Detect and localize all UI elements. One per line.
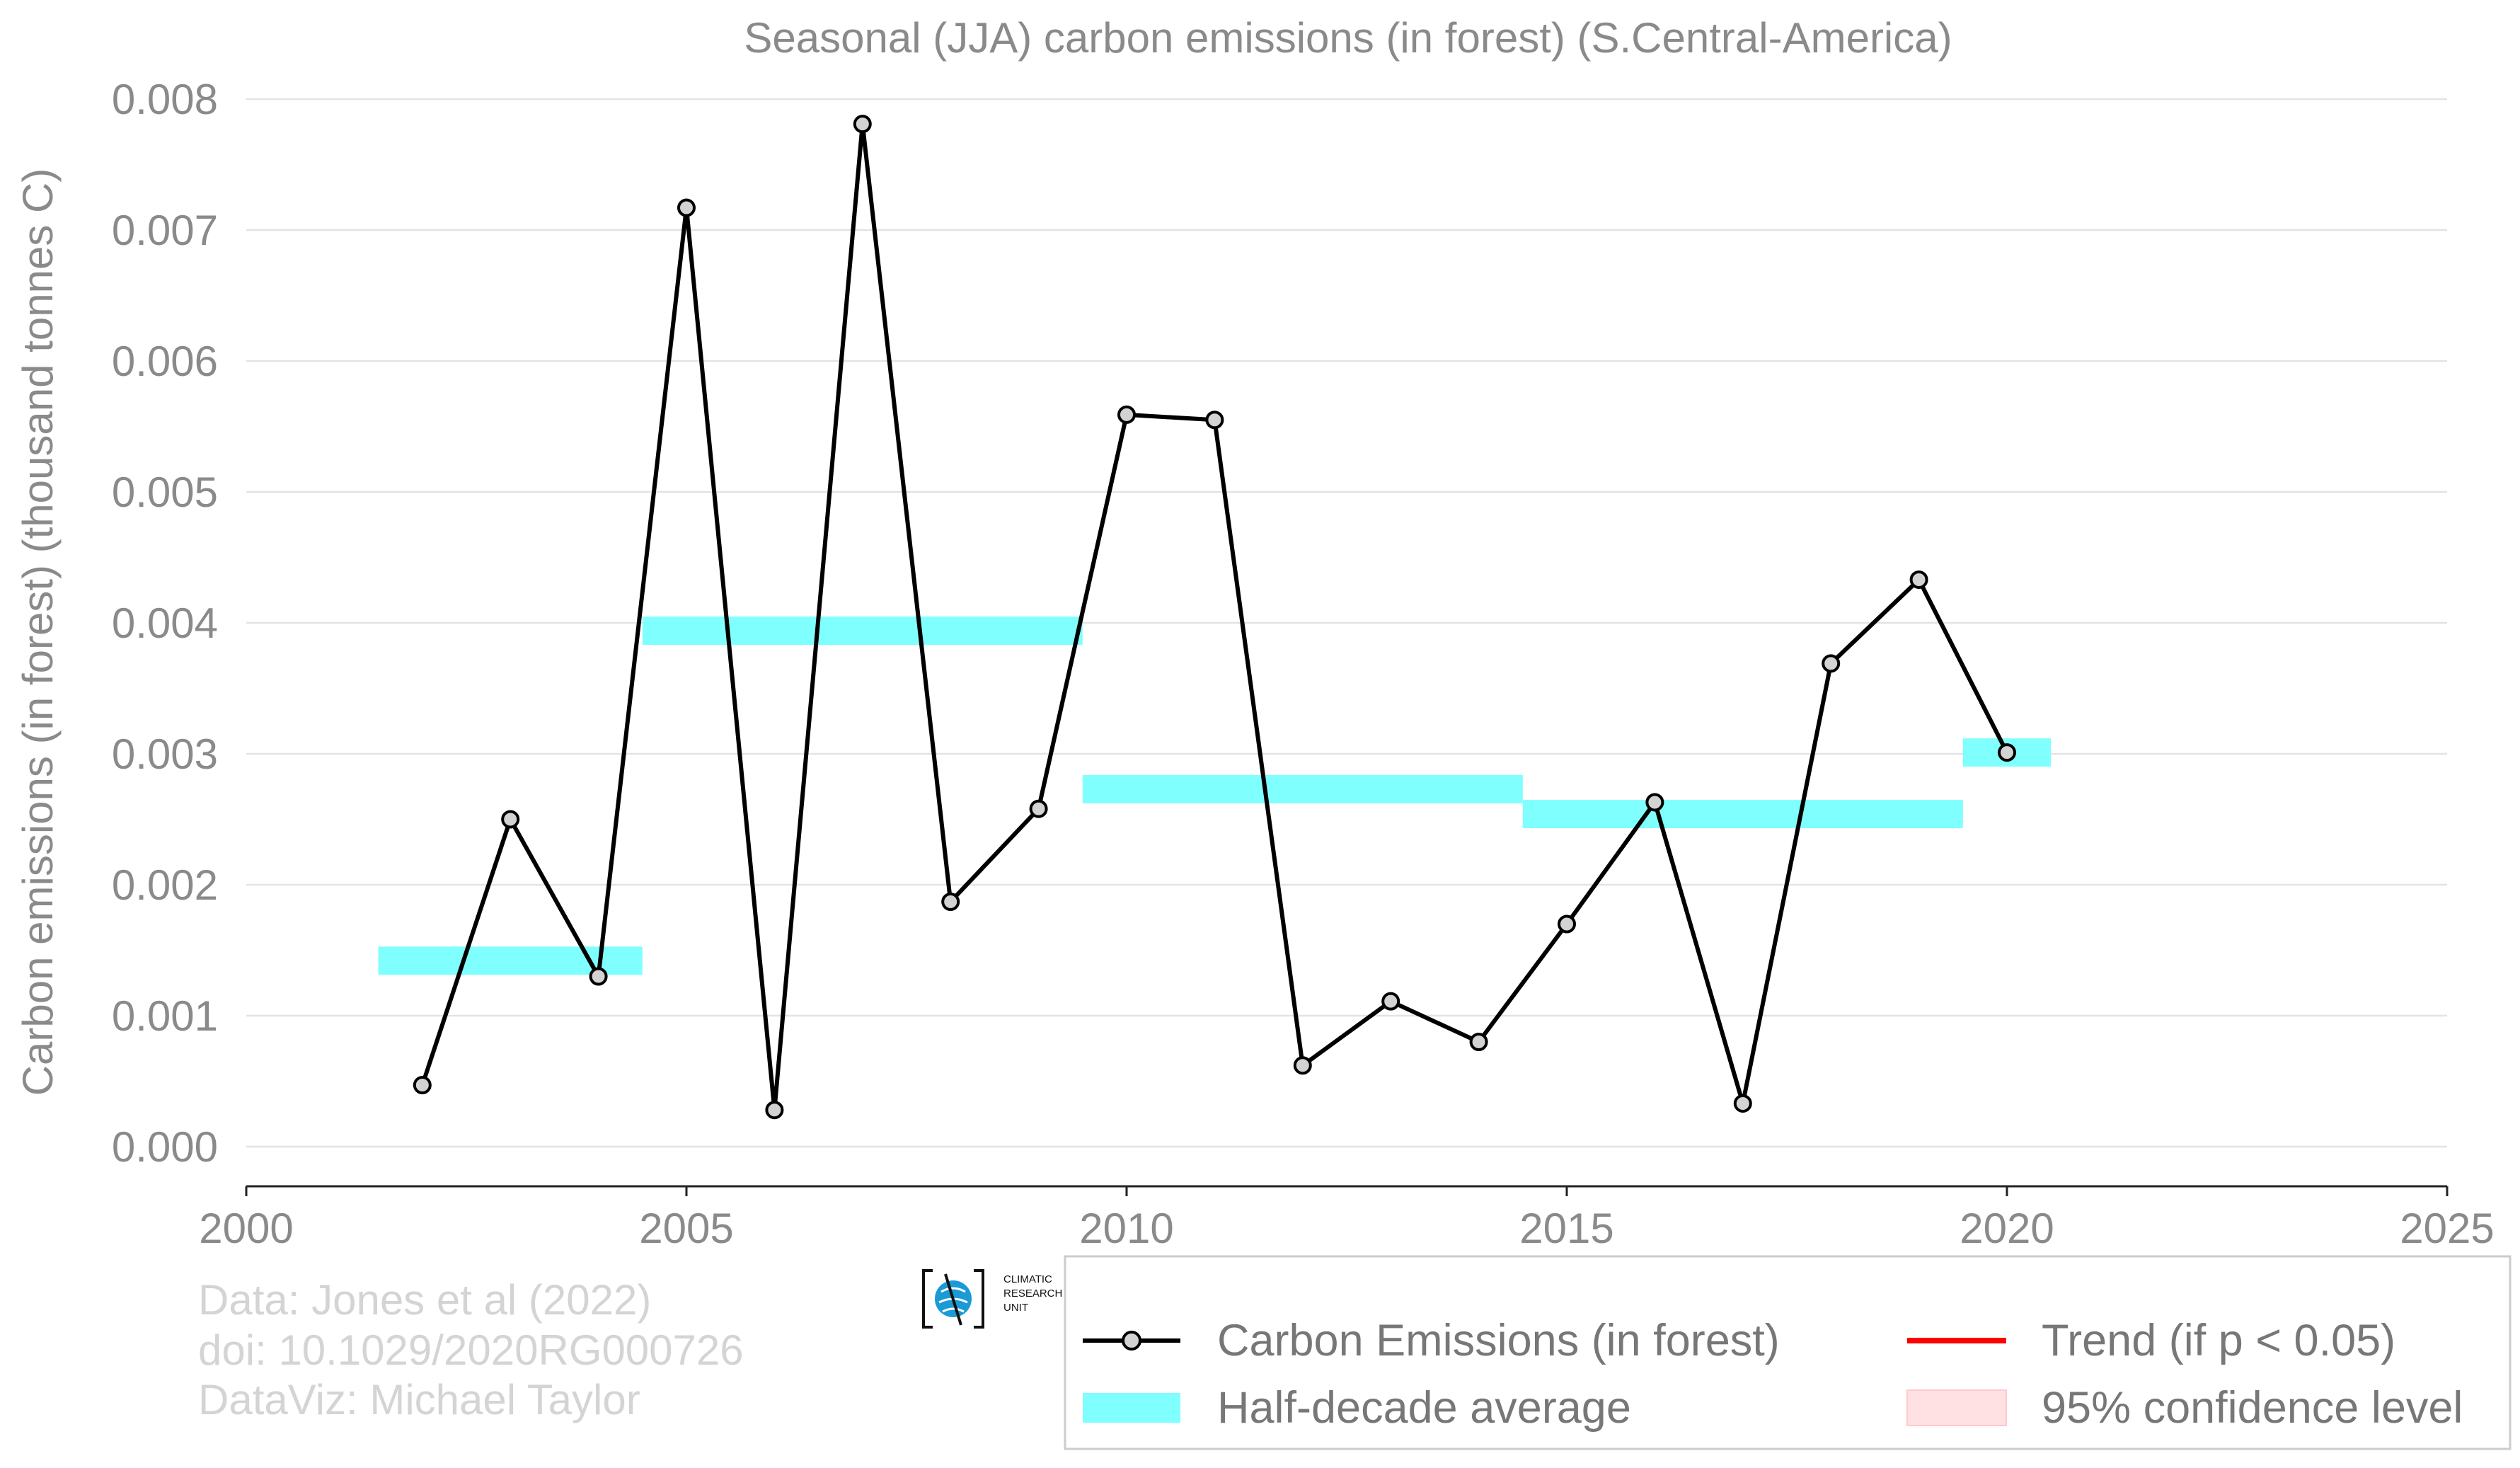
series-points [413, 115, 2016, 1120]
y-axis-ticks: 0.000 0.001 0.002 0.003 0.004 0.005 0.006 0.007… [112, 76, 218, 1171]
x-tick-label: 2005 [639, 1205, 733, 1252]
data-point [1293, 1056, 1312, 1075]
emissions-series [413, 115, 2016, 1120]
data-point [1909, 570, 1928, 589]
legend-swatch-confidence [1906, 1389, 2007, 1426]
y-tick-label: 0.003 [112, 730, 218, 778]
x-tick-label: 2015 [1519, 1205, 1613, 1252]
data-point [501, 810, 520, 829]
data-point [1998, 743, 2016, 762]
y-axis-label: Carbon emissions (in forest) (thousand t… [14, 168, 62, 1096]
legend-swatch-half-decade [1083, 1393, 1180, 1423]
logo-text-2: RESEARCH [1003, 1288, 1062, 1300]
x-axis-ticks: 2000 2005 2010 2015 2020 2025 [199, 1186, 2495, 1252]
x-tick-label: 2025 [2400, 1205, 2494, 1252]
credit-line-1: Data: Jones et al (2022) [198, 1276, 651, 1324]
legend-frame [1064, 1255, 2512, 1450]
x-tick-label: 2010 [1079, 1205, 1173, 1252]
legend-label-trend: Trend (if p < 0.05) [2042, 1316, 2395, 1365]
credits: Data: Jones et al (2022) doi: 10.1029/20… [198, 1276, 744, 1423]
data-point [1822, 654, 1841, 673]
legend: Carbon Emissions (in forest) Trend (if p… [1064, 1255, 2512, 1450]
data-point [677, 198, 696, 217]
legend-label-half-decade: Half-decade average [1217, 1383, 1631, 1433]
logo-bracket-right [974, 1269, 984, 1329]
credit-line-3: DataViz: Michael Taylor [198, 1376, 640, 1423]
legend-label-emissions: Carbon Emissions (in forest) [1217, 1316, 1780, 1365]
y-tick-label: 0.004 [112, 600, 218, 647]
y-tick-label: 0.006 [112, 338, 218, 385]
y-tick-label: 0.007 [112, 207, 218, 254]
legend-swatch-emissions-marker [1122, 1331, 1141, 1351]
cru-logo: CLIMATIC RESEARCH UNIT [922, 1269, 1062, 1329]
gridlines [246, 98, 2447, 1148]
data-point [1205, 411, 1224, 430]
data-point [1469, 1033, 1488, 1051]
data-point [1733, 1094, 1752, 1113]
credit-line-2: doi: 10.1029/2020RG000726 [198, 1326, 744, 1374]
logo-text-1: CLIMATIC [1003, 1273, 1052, 1285]
y-tick-label: 0.001 [112, 992, 218, 1040]
data-point [765, 1101, 784, 1120]
data-point [853, 115, 872, 134]
y-tick-label: 0.005 [112, 469, 218, 516]
legend-label-confidence: 95% confidence level [2042, 1383, 2463, 1433]
half-decade-average-bars [378, 617, 2052, 975]
data-point [413, 1076, 432, 1095]
logo-bracket-left [922, 1269, 933, 1329]
half-decade-bar [642, 617, 1083, 646]
chart-title: Seasonal (JJA) carbon emissions (in fore… [744, 14, 1952, 62]
data-point [1029, 799, 1048, 818]
data-point [1645, 793, 1664, 812]
logo-slash [944, 1273, 962, 1326]
y-tick-label: 0.002 [112, 861, 218, 909]
y-tick-label: 0.000 [112, 1123, 218, 1171]
logo-text-3: UNIT [1003, 1302, 1028, 1314]
x-tick-label: 2000 [199, 1205, 293, 1252]
half-decade-bar [1522, 800, 1963, 829]
half-decade-bar [1082, 774, 1523, 803]
data-point [941, 893, 960, 912]
data-point [1381, 992, 1400, 1011]
y-tick-label: 0.008 [112, 76, 218, 123]
data-point [1558, 914, 1576, 934]
data-point [589, 967, 608, 986]
x-tick-label: 2020 [1960, 1205, 2054, 1252]
data-point [1117, 405, 1136, 424]
